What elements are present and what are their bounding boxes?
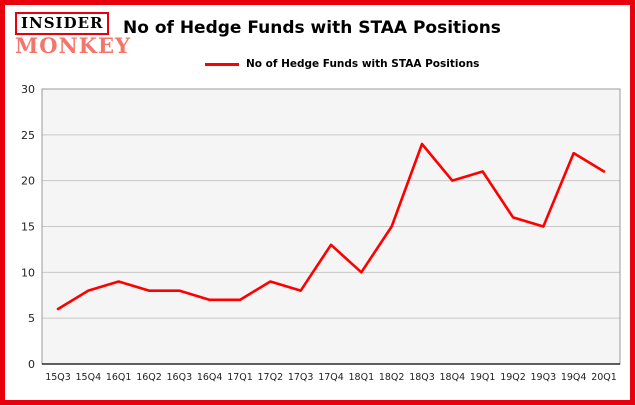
svg-text:25: 25 — [21, 129, 35, 142]
svg-text:10: 10 — [21, 266, 35, 279]
svg-text:16Q1: 16Q1 — [106, 372, 132, 383]
svg-text:17Q1: 17Q1 — [227, 372, 253, 383]
svg-text:16Q3: 16Q3 — [167, 372, 193, 383]
svg-text:18Q3: 18Q3 — [409, 372, 435, 383]
line-chart: 0 5 10 15 20 25 30 15Q3 15Q4 16Q1 16Q2 16Q3 16Q4 17Q1… — [8, 82, 627, 397]
chart-header: INSIDER MONKEY No of Hedge Funds with ST… — [5, 5, 630, 77]
svg-text:17Q4: 17Q4 — [318, 372, 344, 383]
svg-text:16Q2: 16Q2 — [136, 372, 162, 383]
legend: No of Hedge Funds with STAA Positions — [205, 58, 479, 70]
svg-text:18Q4: 18Q4 — [440, 372, 466, 383]
legend-line-swatch — [205, 62, 239, 66]
svg-text:5: 5 — [28, 312, 35, 325]
svg-text:20Q1: 20Q1 — [591, 372, 617, 383]
svg-text:20: 20 — [21, 175, 35, 188]
svg-text:0: 0 — [28, 358, 35, 371]
svg-text:19Q4: 19Q4 — [561, 372, 587, 383]
svg-text:17Q2: 17Q2 — [258, 372, 284, 383]
svg-text:16Q4: 16Q4 — [197, 372, 223, 383]
svg-text:15Q4: 15Q4 — [76, 372, 102, 383]
line-chart-svg: 0 5 10 15 20 25 30 15Q3 15Q4 16Q1 16Q2 16Q3 16Q4 17Q1… — [21, 83, 621, 383]
logo-monkey-text: MONKEY — [15, 33, 131, 58]
svg-text:19Q3: 19Q3 — [531, 372, 557, 383]
svg-text:15Q3: 15Q3 — [45, 372, 71, 383]
logo-insider-text: INSIDER — [15, 12, 110, 35]
svg-text:18Q1: 18Q1 — [349, 372, 375, 383]
svg-text:19Q1: 19Q1 — [470, 372, 496, 383]
legend-label: No of Hedge Funds with STAA Positions — [246, 58, 480, 70]
svg-text:15: 15 — [21, 221, 35, 234]
insider-monkey-logo: INSIDER MONKEY — [15, 12, 131, 58]
svg-text:18Q2: 18Q2 — [379, 372, 405, 383]
svg-text:30: 30 — [21, 83, 35, 96]
svg-text:19Q2: 19Q2 — [500, 372, 526, 383]
svg-text:17Q3: 17Q3 — [288, 372, 314, 383]
page-title: No of Hedge Funds with STAA Positions — [123, 18, 501, 38]
